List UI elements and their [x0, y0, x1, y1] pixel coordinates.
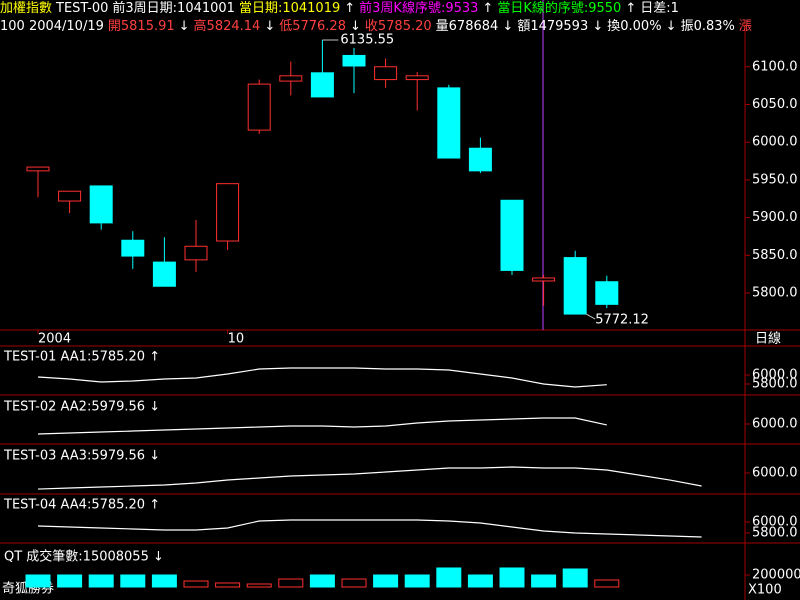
header-field: 日差:1	[640, 1, 679, 16]
panel-title: QT 成交筆數:15008055 ↓	[4, 549, 164, 565]
header-line: 100 2004/10/19 開5815.91 ↓ 高5824.14 ↓ 低5776.28…	[0, 19, 800, 35]
header-field: 加權指數	[0, 1, 53, 16]
candle-body	[342, 54, 366, 67]
volume-bar	[594, 579, 620, 588]
indicator-line	[37, 466, 702, 490]
volume-bar	[120, 574, 146, 588]
volume-bar	[309, 574, 335, 588]
candle-body	[468, 147, 492, 172]
y-tick-label: 6000.0	[752, 368, 798, 383]
header-field: 開5815.91	[107, 19, 175, 34]
header-field: ↑	[344, 1, 356, 16]
candle-body	[563, 257, 587, 315]
y-tick-label: 5950.0	[752, 172, 798, 187]
unit-label: X100	[748, 583, 782, 598]
candle-body	[247, 83, 271, 131]
header-field: 額1479593 ↓	[517, 19, 604, 34]
annotation: 5772.12	[595, 313, 649, 328]
y-tick-label: 5800.0	[752, 525, 798, 540]
y-tick-label: 200000	[752, 568, 800, 583]
volume-bar	[467, 574, 493, 588]
candle-body	[216, 183, 240, 242]
candle-body	[532, 277, 556, 282]
candle-body	[121, 239, 145, 257]
y-tick-label: 6000.0	[752, 514, 798, 529]
header-field: ↓	[349, 19, 361, 34]
candle-body	[184, 245, 208, 261]
volume-bar	[151, 574, 177, 588]
annotation: 6135.55	[340, 32, 394, 47]
candle-body	[437, 87, 461, 159]
header-field: ↓	[178, 19, 190, 34]
candle-body	[595, 281, 619, 305]
x-tick-label: 10	[228, 332, 245, 347]
header-field: 漲	[738, 19, 752, 34]
y-tick-label: 6000.0	[752, 135, 798, 150]
header-field: 高5824.14	[193, 19, 261, 34]
y-tick-label: 5800.0	[752, 286, 798, 301]
header-field: ↓	[264, 19, 276, 34]
header-field: 換0.00% ↓	[607, 19, 677, 34]
indicator-line	[37, 367, 607, 388]
volume-bar	[215, 582, 241, 588]
header-field: 收5785.20	[364, 19, 432, 34]
panel-title: TEST-02 AA2:5979.56 ↓	[3, 400, 160, 415]
y-tick-label: 5850.0	[752, 248, 798, 263]
volume-bar	[57, 574, 83, 588]
header-field: 當日期:1041019	[238, 1, 341, 16]
candle-body	[310, 72, 334, 98]
period-label: 日線	[755, 331, 781, 347]
candle-body	[58, 190, 82, 202]
volume-bar	[341, 578, 367, 588]
x-tick-label: 2004	[38, 332, 71, 347]
header-field: 低5776.28	[279, 19, 346, 34]
indicator-line	[37, 417, 607, 435]
header-field: ↑	[482, 1, 494, 16]
header-field: TEST-00	[56, 1, 109, 16]
candle-body	[374, 66, 398, 81]
panel-title: TEST-03 AA3:5979.56 ↓	[3, 449, 160, 464]
header-field: ↑	[625, 1, 637, 16]
volume-bar	[562, 568, 588, 588]
candle-body	[279, 75, 303, 82]
candle-body	[500, 199, 524, 271]
header-field: 量678684 ↓	[435, 19, 514, 34]
header-field: 振0.83%	[680, 19, 735, 34]
volume-bar	[404, 574, 430, 588]
header-field: 當日K線的序號:9550	[497, 1, 622, 16]
panel-title: TEST-04 AA4:5785.20 ↑	[3, 498, 160, 513]
volume-bar	[373, 574, 399, 588]
candle-body	[89, 185, 113, 224]
y-tick-label: 6100.0	[752, 59, 798, 74]
y-tick-label: 6000.0	[752, 466, 798, 481]
indicator-line	[37, 519, 702, 538]
candle-body	[405, 75, 429, 81]
panel-title: TEST-01 AA1:5785.20 ↑	[3, 350, 160, 365]
volume-bar	[278, 578, 304, 588]
header-field: 前3周K線序號:9533	[359, 1, 479, 16]
volume-bar	[436, 567, 462, 588]
header-field: 前3周日期:1041001	[112, 1, 235, 16]
volume-bar	[246, 583, 272, 588]
y-tick-label: 6000.0	[752, 417, 798, 432]
y-tick-label: 5800.0	[752, 377, 798, 392]
candle-body	[26, 166, 50, 172]
volume-bar	[25, 574, 51, 588]
volume-bar	[183, 580, 209, 588]
y-tick-label: 5900.0	[752, 210, 798, 225]
volume-bar	[499, 567, 525, 588]
candle-body	[152, 261, 176, 287]
annotation-leader	[585, 313, 596, 320]
volume-bar	[88, 574, 114, 588]
volume-bar	[531, 574, 557, 588]
y-tick-label: 6050.0	[752, 97, 798, 112]
header-field: 100 2004/10/19	[0, 19, 104, 34]
header-line: 加權指數 TEST-00 前3周日期:1041001 當日期:1041019 ↑ 前3周K…	[0, 1, 800, 17]
